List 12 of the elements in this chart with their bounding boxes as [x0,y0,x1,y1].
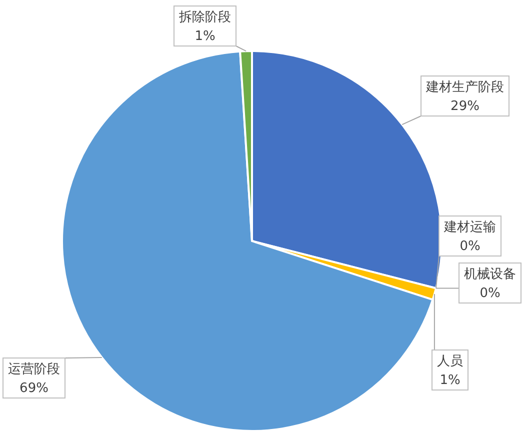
data-label: 1% [440,373,460,388]
data-label: 69% [20,381,48,396]
slice-label: 建材生产阶段 [425,80,504,95]
slice-label: 拆除阶段 [178,10,231,25]
category-label: 机械设备 [464,267,516,282]
data-label: 1% [194,29,216,44]
text: 0% [480,286,500,301]
slice-label: 人员 [437,354,463,369]
slice-label: 运营阶段 [8,362,60,377]
category-label: 建材运输 [444,220,496,235]
text: 0% [460,239,480,254]
data-label: 29% [450,99,480,114]
